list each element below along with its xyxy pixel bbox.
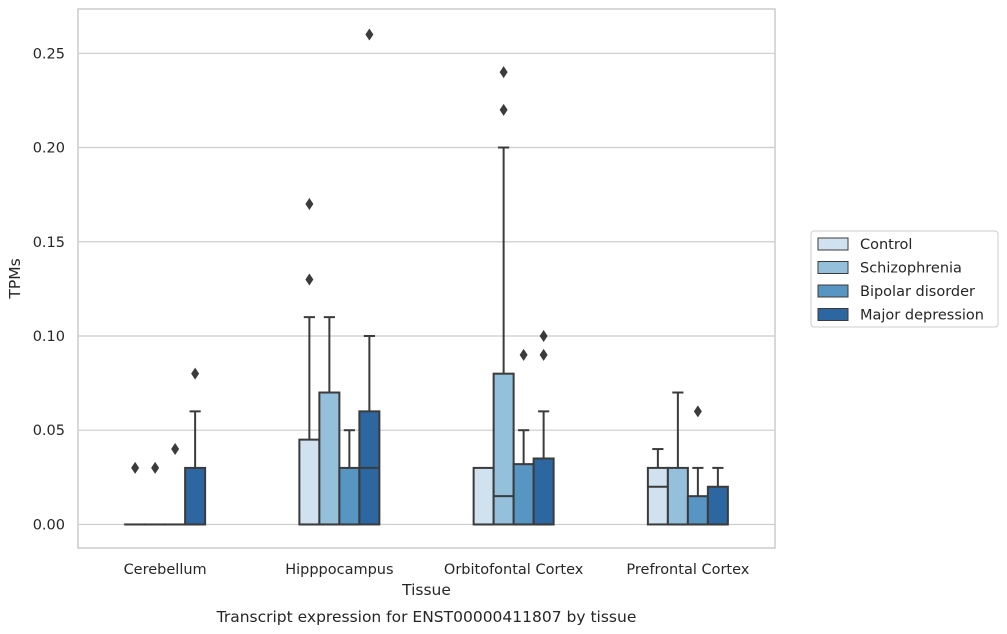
box-group (532, 329, 555, 526)
box-group (492, 66, 515, 526)
outlier-point (693, 405, 702, 418)
outlier-point (305, 273, 314, 286)
legend-label: Control (860, 237, 912, 253)
outlier-point (519, 348, 528, 361)
box (184, 466, 207, 526)
figure-caption: Transcript expression for ENST0000041180… (216, 608, 637, 626)
outlier-point (539, 329, 548, 342)
legend-swatch (817, 237, 849, 251)
y-tick-label: 0.00 (33, 517, 65, 533)
legend-frame (810, 230, 999, 328)
box (492, 372, 515, 526)
box-group (164, 443, 187, 526)
y-tick-labels: 0.00 0.05 0.10 0.15 0.20 0.25 (33, 46, 65, 533)
legend-label: Major depression (860, 308, 984, 324)
box-group (298, 198, 321, 526)
outlier-point (365, 28, 374, 41)
box-group (184, 367, 207, 526)
x-tick-label: Prefrontal Cortex (626, 562, 749, 578)
box (666, 466, 689, 526)
box (472, 466, 495, 526)
gridlines (78, 52, 775, 526)
box-group (318, 316, 341, 526)
box (338, 466, 361, 526)
outlier-point (499, 103, 508, 116)
plot-frame (77, 8, 776, 549)
box (646, 466, 669, 526)
box-group (124, 461, 147, 526)
box-group (338, 429, 361, 526)
x-tick-label: Cerebellum (124, 562, 207, 578)
legend-label: Schizophrenia (860, 261, 962, 277)
x-axis-label: Tissue (401, 581, 451, 599)
y-tick-label: 0.15 (33, 235, 65, 251)
y-tick-label: 0.20 (33, 141, 65, 157)
box-groups (124, 28, 729, 526)
box (686, 495, 709, 526)
box (512, 463, 535, 526)
legend-swatch (817, 261, 849, 274)
box-group (144, 461, 167, 526)
box-group (472, 466, 495, 526)
box (318, 391, 341, 526)
box-group (512, 348, 535, 526)
y-tick-label: 0.05 (33, 423, 65, 439)
box-group (686, 405, 709, 526)
box (532, 457, 555, 526)
box (298, 438, 321, 526)
box-group (666, 391, 689, 526)
y-tick-label: 0.10 (33, 329, 65, 345)
box-group (706, 466, 729, 526)
y-tick-label: 0.25 (33, 46, 65, 62)
outlier-point (131, 461, 140, 474)
legend: Control Schizophrenia Bipolar disorder Majo… (810, 230, 999, 328)
outlier-point (171, 443, 180, 456)
legend-swatch (817, 284, 849, 298)
box-group (646, 448, 669, 526)
legend-label: Bipolar disorder (860, 284, 975, 300)
outlier-point (499, 66, 508, 79)
outlier-point (151, 461, 160, 474)
box-group (358, 28, 381, 526)
legend-swatch (817, 308, 849, 321)
outlier-point (539, 348, 548, 361)
x-tick-label: Orbitofontal Cortex (444, 562, 584, 578)
outlier-point (305, 198, 314, 211)
outlier-point (191, 367, 200, 380)
y-axis-label: TPMs (6, 258, 24, 299)
box (706, 485, 729, 526)
x-tick-labels: Cerebellum Hipppocampus Orbitofontal Corte… (124, 562, 750, 578)
x-tick-label: Hipppocampus (285, 562, 393, 578)
